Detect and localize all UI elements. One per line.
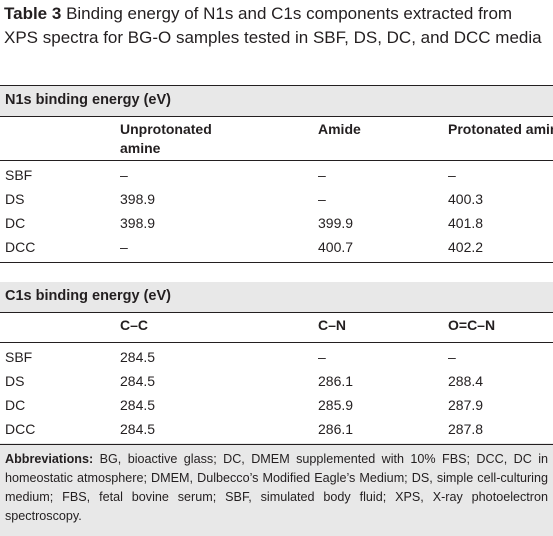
column-header: Protonated amine: [448, 121, 553, 137]
cell: 284.5: [120, 421, 156, 437]
footnote-text: BG, bioactive glass; DC, DMEM supplement…: [5, 452, 549, 523]
row-label: SBF: [5, 167, 33, 183]
cell: –: [448, 349, 456, 365]
cell: 287.8: [448, 421, 484, 437]
rule: [0, 444, 553, 445]
cell: 284.5: [120, 349, 156, 365]
row-label: DS: [5, 373, 25, 389]
column-header: C–C: [120, 317, 149, 333]
rule: [0, 312, 553, 313]
cell: 400.7: [318, 239, 354, 255]
row-label: DS: [5, 191, 25, 207]
cell: 399.9: [318, 215, 354, 231]
row-label: DC: [5, 397, 26, 413]
cell: –: [120, 167, 128, 183]
footnote-label: Abbreviations:: [5, 452, 94, 466]
rule: [0, 160, 553, 161]
cell: 286.1: [318, 373, 354, 389]
rule: [0, 116, 553, 117]
cell: –: [448, 167, 456, 183]
column-header: Unprotonated amine: [120, 121, 212, 156]
rule: [0, 85, 553, 86]
section-title: C1s binding energy (eV): [5, 288, 171, 304]
cell: 398.9: [120, 215, 156, 231]
cell: –: [318, 167, 326, 183]
column-header: O=C–N: [448, 317, 496, 333]
cell: –: [120, 239, 128, 255]
rule: [0, 262, 553, 263]
footnote: Abbreviations: BG, bioactive glass; DC, …: [5, 450, 548, 526]
cell: 400.3: [448, 191, 484, 207]
row-label: DCC: [5, 239, 36, 255]
cell: 284.5: [120, 373, 156, 389]
cell: 287.9: [448, 397, 484, 413]
row-label: DC: [5, 215, 26, 231]
cell: 286.1: [318, 421, 354, 437]
cell: –: [318, 191, 326, 207]
cell: 288.4: [448, 373, 484, 389]
cell: 284.5: [120, 397, 156, 413]
rule: [0, 342, 553, 343]
section-band: [0, 86, 553, 116]
cell: 402.2: [448, 239, 484, 255]
caption-text: Binding energy of N1s and C1s components…: [4, 4, 542, 47]
footnote-band: [0, 443, 553, 536]
cell: 401.8: [448, 215, 484, 231]
column-header: C–N: [318, 317, 347, 333]
row-label: DCC: [5, 421, 36, 437]
column-header: Amide: [318, 121, 361, 137]
cell: –: [318, 349, 326, 365]
section-title: N1s binding energy (eV): [5, 92, 171, 108]
caption-label: Table 3: [4, 4, 62, 23]
section-band: [0, 282, 553, 312]
cell: 285.9: [318, 397, 354, 413]
cell: 398.9: [120, 191, 156, 207]
row-label: SBF: [5, 349, 33, 365]
caption: Table 3 Binding energy of N1s and C1s co…: [4, 2, 549, 50]
